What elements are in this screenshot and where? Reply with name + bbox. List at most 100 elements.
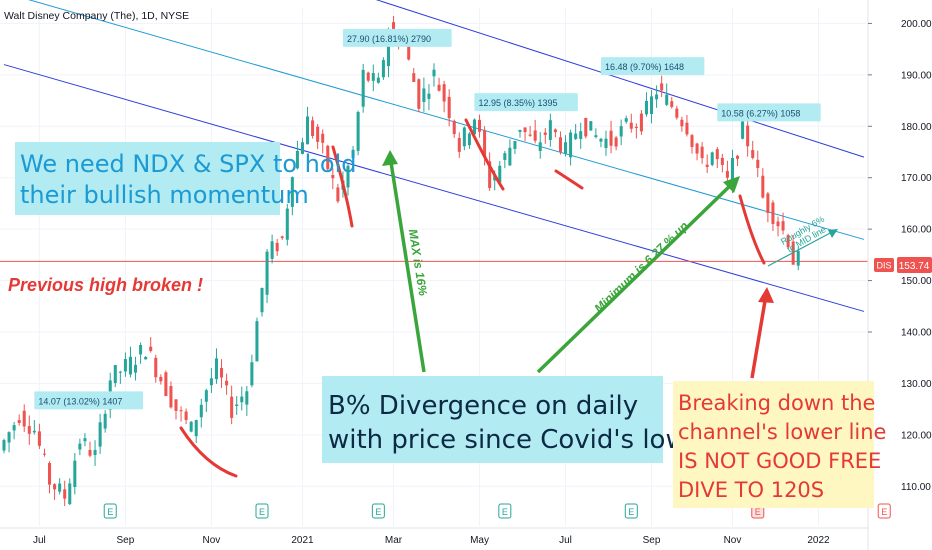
candle-body	[58, 483, 62, 492]
candle-body	[346, 165, 350, 188]
price-tick-label: 190.00	[901, 70, 932, 81]
candle-body	[204, 390, 208, 402]
candle-body	[437, 84, 441, 91]
candle-body	[371, 73, 375, 81]
price-tick-label: 200.00	[901, 19, 932, 30]
candle-body	[761, 175, 765, 198]
candle-body	[316, 126, 320, 142]
measure-label: 12.95 (8.35%) 1395	[478, 98, 557, 108]
candle-body	[93, 449, 97, 456]
candle-body	[118, 371, 122, 373]
candle-body	[472, 119, 476, 135]
candle-body	[746, 125, 750, 147]
candle-body	[169, 386, 173, 408]
candle-body	[48, 463, 52, 485]
candle-body	[498, 165, 502, 183]
candle-body	[427, 93, 431, 99]
candle-body	[715, 149, 719, 160]
candle-body	[493, 175, 497, 181]
candle-body	[250, 362, 254, 386]
candles	[2, 15, 800, 506]
earnings-glyph: E	[881, 507, 887, 517]
candle-body	[159, 376, 163, 382]
candle-body	[113, 365, 117, 384]
ndx-note-line1: We need NDX & SPX to hold	[20, 150, 356, 178]
candle-body	[675, 108, 679, 118]
candle-body	[543, 132, 547, 135]
candle-body	[599, 138, 603, 142]
time-tick-label: 2022	[807, 535, 830, 546]
candle-body	[508, 147, 512, 166]
candle-body	[776, 221, 780, 227]
breaking-line2: channel's lower line	[678, 420, 886, 444]
candle-body	[741, 121, 745, 139]
candle-body	[503, 153, 507, 160]
candle-body	[53, 484, 57, 490]
candle-body	[98, 422, 102, 447]
measure-label: 16.48 (9.70%) 1648	[605, 62, 684, 72]
red-curve-5	[738, 194, 766, 265]
earnings-glyph: E	[259, 507, 265, 517]
red-curve-4	[554, 169, 584, 190]
time-tick-label: Jul	[559, 535, 572, 546]
candle-body	[179, 410, 183, 412]
candle-body	[235, 404, 239, 407]
candle-body	[220, 368, 224, 378]
candle-body	[12, 425, 16, 431]
candle-body	[786, 235, 790, 248]
symbol-badge: DIS	[876, 261, 891, 271]
candle-body	[650, 96, 654, 115]
candle-body	[392, 22, 396, 32]
candle-body	[558, 137, 562, 152]
candle-body	[533, 130, 537, 141]
candle-body	[295, 150, 299, 169]
candle-body	[730, 158, 734, 185]
price-tick-label: 130.00	[901, 379, 932, 390]
earnings-marker	[877, 503, 891, 519]
candle-body	[336, 187, 340, 202]
ndx-note-line2: their bullish momentum	[20, 181, 309, 209]
candle-body	[245, 391, 249, 405]
time-tick-label: 2021	[291, 535, 314, 546]
candle-body	[321, 133, 325, 143]
earnings-marker	[255, 503, 269, 519]
candle-body	[280, 236, 284, 239]
price-tick-label: 170.00	[901, 173, 932, 184]
candle-body	[685, 122, 689, 135]
candle-body	[624, 118, 628, 122]
candle-body	[655, 94, 659, 100]
candle-body	[255, 321, 259, 362]
candle-body	[265, 251, 269, 295]
breaking-line3: IS NOT GOOD FREE	[678, 449, 881, 473]
time-tick-label: May	[470, 535, 489, 546]
measure-boxes: 14.07 (13.02%) 1407 27.90 (16.81%) 2790 12…	[34, 28, 821, 410]
measure-box	[600, 57, 705, 76]
candle-body	[680, 119, 684, 127]
candle-body	[209, 378, 213, 386]
candle-body	[447, 96, 451, 119]
candle-body	[149, 346, 153, 351]
candle-body	[796, 250, 800, 266]
channel-lower-line	[3, 64, 865, 312]
candle-body	[199, 404, 203, 418]
breaking-box	[673, 381, 874, 508]
candle-body	[665, 94, 669, 105]
candle-body	[139, 344, 143, 355]
earnings-glyph: E	[628, 507, 634, 517]
candle-body	[614, 137, 618, 147]
measure-label: 14.07 (13.02%) 1407	[38, 396, 122, 406]
candle-body	[27, 426, 31, 434]
candle-body	[88, 449, 92, 456]
time-tick-label: Nov	[724, 535, 742, 546]
mid-line-arrow	[767, 229, 838, 267]
chart-title: Walt Disney Company (The), 1D, NYSE	[4, 10, 189, 22]
candle-body	[528, 134, 532, 136]
candle-body	[194, 420, 198, 437]
candle-body	[639, 113, 643, 132]
breaking-line1: Breaking down the	[678, 391, 875, 415]
candle-body	[553, 129, 557, 133]
channel-mid-line	[28, 0, 865, 240]
candle-body	[670, 101, 674, 107]
candle-body	[331, 174, 335, 179]
measure-box	[717, 103, 821, 122]
